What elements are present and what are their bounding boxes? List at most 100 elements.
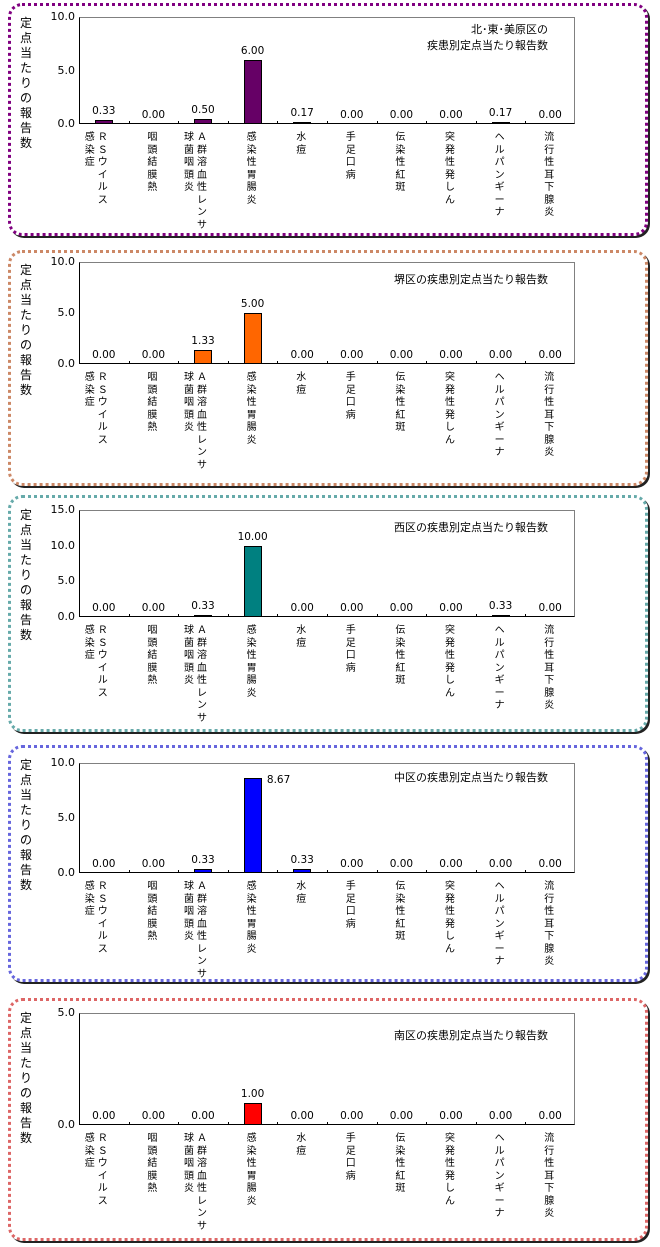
x-category-char: Ａ (197, 372, 207, 383)
x-category-char: 結 (147, 157, 158, 168)
x-category-char: 発 (445, 169, 455, 181)
x-category-char: 症 (84, 650, 95, 661)
x-category-char: ヘ (494, 1133, 505, 1144)
x-category-char: 流 (544, 132, 555, 143)
x-category-char: 胃 (246, 918, 257, 930)
x-category-label: 感染性胃腸炎 (246, 1133, 258, 1208)
x-tick (426, 870, 428, 873)
x-category-char: 咽 (147, 625, 158, 636)
x-category-char: 行 (544, 893, 555, 905)
x-category-char: 性 (395, 906, 406, 917)
x-category-column: ヘルパンギーナ (494, 881, 506, 969)
y-axis-label-char: 告 (19, 1116, 32, 1130)
x-category-char: 頭 (184, 1170, 194, 1182)
x-tick (475, 1122, 477, 1125)
bar (243, 1102, 262, 1125)
x-category-char: し (445, 422, 455, 433)
x-category-char: 耳 (544, 918, 555, 930)
x-category-char: 足 (345, 637, 356, 649)
x-tick (376, 870, 378, 873)
x-category-char: ス (97, 194, 108, 206)
x-category-column: ヘルパンギーナ (494, 1133, 506, 1221)
x-category-char: Ｒ (97, 881, 108, 892)
data-label: 10.00 (237, 530, 268, 543)
x-category-char: 腸 (246, 182, 257, 193)
chart-panel: 定点当たりの報告数 10.0 5.0 0.0 中区の疾患別定点当たり報告数 0.00 Ｒ Ｓ ウ… (8, 745, 648, 982)
y-tick-label: 5.0 (57, 63, 76, 77)
x-category-char: 熱 (147, 1183, 158, 1194)
x-category-label: 伝染性紅斑 (394, 625, 406, 688)
x-category-label: 咽頭結膜熱 (146, 625, 158, 688)
x-category-char: 染 (84, 144, 95, 156)
x-category-char: 行 (544, 637, 555, 649)
y-axis-label-char: 報 (19, 353, 32, 367)
x-category-char: 染 (395, 384, 406, 396)
x-category-char: 溶 (197, 157, 207, 168)
x-category-label: 水痘 (295, 881, 307, 906)
x-category-char: Ａ (197, 625, 207, 636)
data-label: 0.00 (439, 1110, 463, 1122)
y-axis-label-char: 定 (19, 508, 32, 522)
x-category-char: 炎 (184, 182, 194, 193)
x-category-char: し (445, 675, 455, 686)
x-category-char: ウ (97, 157, 108, 168)
x-category-label: ヘルパンギーナ (494, 881, 506, 969)
x-category-char: ン (197, 207, 207, 218)
x-category-char: 球 (184, 132, 194, 143)
x-category-char: 下 (544, 675, 555, 686)
x-category-char: ス (97, 687, 108, 699)
x-category-char: 性 (445, 650, 455, 661)
x-category-char: ナ (494, 956, 505, 967)
data-label: 0.00 (538, 858, 562, 870)
x-category-char: 性 (395, 1158, 406, 1169)
bar (491, 614, 510, 617)
x-category-char: 行 (544, 384, 555, 396)
x-category-char: ン (494, 1170, 505, 1182)
x-tick (376, 361, 378, 364)
bar (243, 59, 262, 124)
y-axis-label-char: 報 (19, 598, 32, 612)
x-category-column: 流行性耳下腺炎 (543, 625, 555, 713)
x-category-label: 突発性発しん (444, 881, 456, 956)
x-category-char: 性 (197, 182, 207, 193)
bar (194, 614, 212, 617)
x-category-column: 突発性発しん (444, 881, 456, 956)
x-category-char: 手 (345, 881, 356, 892)
x-category-char: ー (494, 943, 505, 955)
x-category-char: ヘ (494, 625, 505, 636)
x-category-char: 性 (197, 422, 207, 433)
x-category-label: 突発性発しん (444, 625, 456, 700)
x-category-char: 結 (147, 397, 158, 408)
data-label: 0.00 (488, 858, 513, 870)
x-category-char: 腺 (544, 687, 555, 699)
data-label: 0.00 (340, 858, 364, 870)
y-axis-label: 定点当たりの報告数 (19, 508, 33, 643)
x-category-char: 痘 (296, 893, 307, 905)
x-category-char: 群 (197, 637, 207, 649)
y-axis-label-char: 報 (19, 106, 32, 120)
y-tick-label: 5.0 (57, 574, 76, 588)
x-category-label: 水痘 (295, 625, 307, 650)
x-category-column: 球菌咽頭炎 (183, 881, 195, 981)
x-category-char: 口 (345, 397, 356, 408)
x-category-char: 溶 (197, 650, 207, 661)
y-axis-label-char: 数 (19, 383, 32, 397)
x-category-char: 性 (544, 1158, 555, 1169)
x-category-char: 水 (296, 1133, 307, 1144)
chart-panel: 定点当たりの報告数 10.0 5.0 0.0 堺区の疾患別定点当たり報告数 0.00 Ｒ Ｓ ウ… (8, 250, 648, 486)
x-category-char: 口 (345, 1158, 356, 1169)
x-category-char: 熱 (147, 182, 158, 193)
x-category-char: 行 (544, 1145, 555, 1157)
x-category-label: 伝染性紅斑 (394, 1133, 406, 1196)
x-category-char: 突 (445, 132, 455, 143)
x-tick (327, 614, 328, 617)
data-label: 0.00 (439, 858, 463, 870)
data-label: 0.00 (538, 349, 562, 361)
x-category-char: 紅 (395, 918, 406, 930)
x-category-char: 頭 (147, 893, 158, 905)
x-category-label: 流行性耳下腺炎 (543, 1133, 555, 1221)
